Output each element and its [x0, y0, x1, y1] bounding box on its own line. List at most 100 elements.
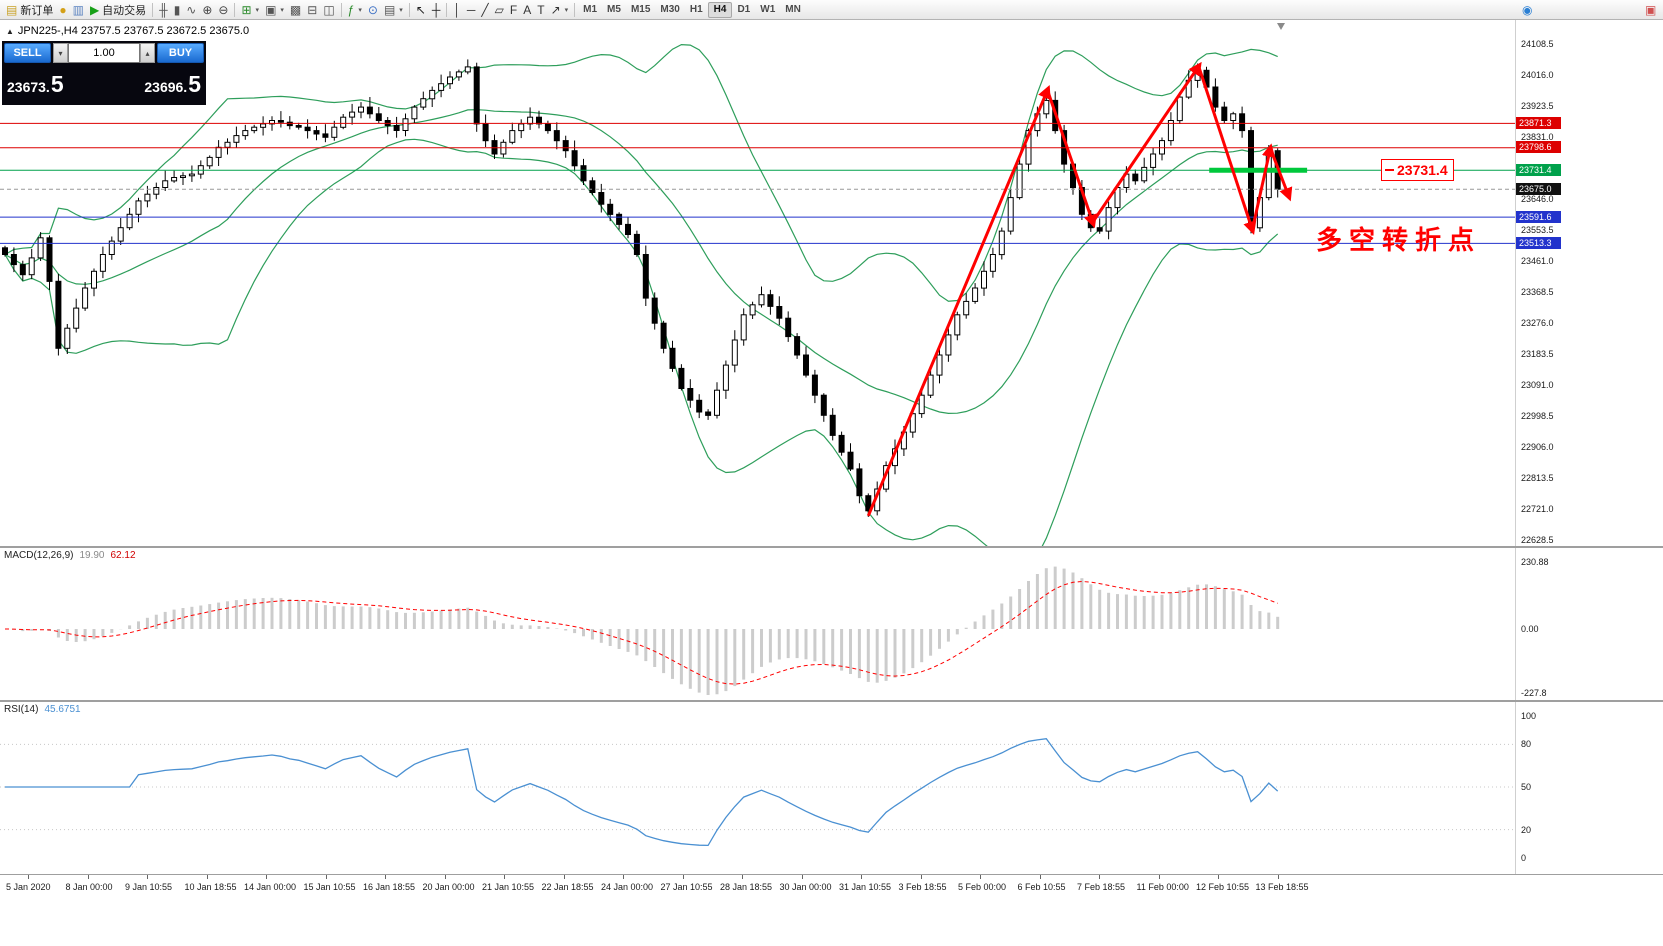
price-axis-tag: 23798.6	[1516, 141, 1561, 154]
new-order-button-label: 新订单	[20, 4, 54, 17]
macd-axis[interactable]: 230.88 0.00 -227.8	[1515, 548, 1663, 700]
rsi-scale-label: 80	[1521, 739, 1532, 750]
channel-icon[interactable]: ▱	[492, 1, 507, 19]
clock-icon-glyph: ⊙	[367, 2, 378, 17]
text-icon[interactable]: A	[520, 1, 534, 19]
timeframe-button-d1[interactable]: D1	[737, 4, 751, 15]
price-axis-label: 23183.5	[1521, 348, 1554, 359]
timeframe-button-m5[interactable]: M5	[607, 4, 621, 15]
cascade-windows-icon[interactable]: ▩	[287, 1, 304, 19]
indicators-button-glyph: ƒ	[347, 2, 355, 17]
buy-button[interactable]: BUY	[157, 43, 204, 63]
crosshair-icon[interactable]: ┼	[429, 1, 444, 19]
timeframe-button-m1[interactable]: M1	[583, 4, 598, 15]
rsi-scale-label: 0	[1521, 853, 1527, 863]
time-axis-label: 6 Feb 10:55	[1017, 882, 1066, 892]
tile-vertical-icon[interactable]: ◫	[320, 1, 337, 19]
line-chart-icon[interactable]: ∿	[183, 1, 199, 19]
time-axis-tick	[147, 875, 148, 879]
time-axis-label: 20 Jan 00:00	[422, 882, 475, 892]
timeframe-button-w1[interactable]: W1	[760, 4, 776, 15]
time-axis-label: 10 Jan 18:55	[184, 882, 237, 892]
fibonacci-icon[interactable]: F	[507, 1, 520, 19]
market-watch-icon[interactable]: ●	[56, 1, 69, 19]
time-axis-tick	[1039, 875, 1041, 879]
indicators-button[interactable]: ƒ ▾	[345, 1, 365, 19]
profiles-button-glyph: ▣	[265, 2, 277, 17]
arrows-button[interactable]: ↗ ▾	[548, 1, 572, 19]
vertical-line-icon[interactable]: │	[450, 1, 464, 19]
price-callout[interactable]: 23731.4	[1381, 159, 1454, 181]
macd-canvas[interactable]	[0, 548, 1515, 700]
volume-increase-button[interactable]: ▴	[140, 43, 155, 63]
tile-vertical-icon-glyph: ◫	[323, 2, 335, 17]
toolbar-separator	[574, 2, 576, 17]
price-axis-tag: 23731.4	[1516, 163, 1561, 176]
clock-icon[interactable]: ⊙	[365, 1, 381, 19]
timeframe-button-mn[interactable]: MN	[785, 4, 801, 15]
trade-panel-controls: SELL ▾ 1.00 ▴ BUY	[4, 43, 204, 63]
rsi-canvas[interactable]	[0, 702, 1515, 874]
volume-decrease-button[interactable]: ▾	[53, 43, 68, 63]
label-icon[interactable]: T	[534, 1, 547, 19]
rsi-axis[interactable]: 100 80 50 20 0	[1515, 702, 1663, 874]
time-axis-label: 22 Jan 18:55	[541, 882, 594, 892]
candlestick-chart-icon[interactable]: ▮	[171, 1, 184, 19]
price-axis-tag: 23871.3	[1516, 116, 1561, 129]
new-chart-button[interactable]: ⊞ ▾	[238, 1, 262, 19]
tile-horizontal-icon[interactable]: ⊟	[304, 1, 320, 19]
price-axis-label: 22628.5	[1521, 534, 1554, 545]
toolbar-separator	[234, 2, 236, 17]
trade-panel-quotes: 23673. 5 23696. 5	[4, 65, 204, 103]
zoom-out-icon[interactable]: ⊖	[215, 1, 231, 19]
callout-text: 23731.4	[1397, 162, 1448, 178]
price-axis-label: 23553.5	[1521, 224, 1554, 235]
data-window-icon[interactable]: ▥	[70, 1, 87, 19]
annotation-text[interactable]: 多空转折点	[1316, 225, 1482, 255]
price-axis[interactable]: 24108.5 24016.0 23923.5 23831.0 23646.0 23553…	[1515, 20, 1663, 546]
rsi-scale-label: 50	[1521, 782, 1532, 792]
template-button[interactable]: ▤ ▾	[381, 1, 406, 19]
rsi-value: 45.6751	[44, 704, 81, 715]
timeframe-button-h4[interactable]: H4	[707, 1, 733, 18]
trendline-icon[interactable]: ╱	[478, 1, 491, 19]
timeframe-button-m15[interactable]: M15	[630, 4, 651, 15]
autotrading-button[interactable]: ▶ 自动交易	[87, 1, 149, 19]
time-axis-tick	[801, 875, 803, 879]
price-axis-label: 23461.0	[1521, 255, 1554, 266]
toolbar-separator	[340, 2, 342, 17]
time-axis-label: 9 Jan 10:55	[125, 882, 173, 892]
price-axis-label: 24108.5	[1521, 38, 1554, 49]
zoom-in-icon[interactable]: ⊕	[199, 1, 215, 19]
timeframe-button-m30[interactable]: M30	[660, 4, 680, 15]
main-chart-canvas[interactable]	[0, 20, 1515, 546]
symbol-info: ▲ JPN225-,H4 23757.5 23767.5 23672.5 236…	[6, 25, 249, 37]
time-axis-label: 24 Jan 00:00	[601, 882, 654, 892]
toolbar-badge-red-icon[interactable]: ▣	[1642, 1, 1659, 19]
time-axis-label: 30 Jan 00:00	[779, 882, 832, 892]
cursor-icon[interactable]: ↖	[413, 1, 429, 19]
macd-main-value: 19.90	[79, 550, 105, 561]
bar-chart-icon-glyph: ╫	[159, 2, 168, 17]
panel-separator[interactable]	[0, 700, 1663, 702]
timeframe-button-h1[interactable]: H1	[689, 4, 703, 15]
horizontal-line-icon[interactable]: ─	[464, 1, 479, 19]
profiles-button[interactable]: ▣ ▾	[262, 1, 287, 19]
macd-panel: 230.88 0.00 -227.8 MACD(12,26,9) 19.90 62.…	[0, 548, 1663, 700]
toolbar-badge-red-icon-glyph: ▣	[1645, 3, 1657, 17]
time-axis-label: 11 Feb 00:00	[1136, 882, 1189, 892]
new-order-button[interactable]: ▤ 新订单	[3, 1, 56, 19]
time-axis-label: 15 Jan 10:55	[303, 882, 356, 892]
sell-button[interactable]: SELL	[4, 43, 51, 63]
time-axis-tick	[385, 875, 386, 879]
toolbar-badge-blue-icon[interactable]: ◉	[1519, 1, 1535, 19]
price-axis-label: 24016.0	[1521, 69, 1554, 80]
time-axis-tick	[1158, 875, 1160, 879]
bar-chart-icon[interactable]: ╫	[156, 1, 171, 19]
time-axis-label: 21 Jan 10:55	[482, 882, 535, 892]
time-axis[interactable]: 5 Jan 2020 8 Jan 00:00 9 Jan 10:55 10 Jan 1…	[0, 874, 1663, 894]
volume-input[interactable]: 1.00	[68, 43, 140, 63]
price-axis-label: 23276.0	[1521, 317, 1554, 328]
panel-separator[interactable]	[0, 546, 1663, 548]
